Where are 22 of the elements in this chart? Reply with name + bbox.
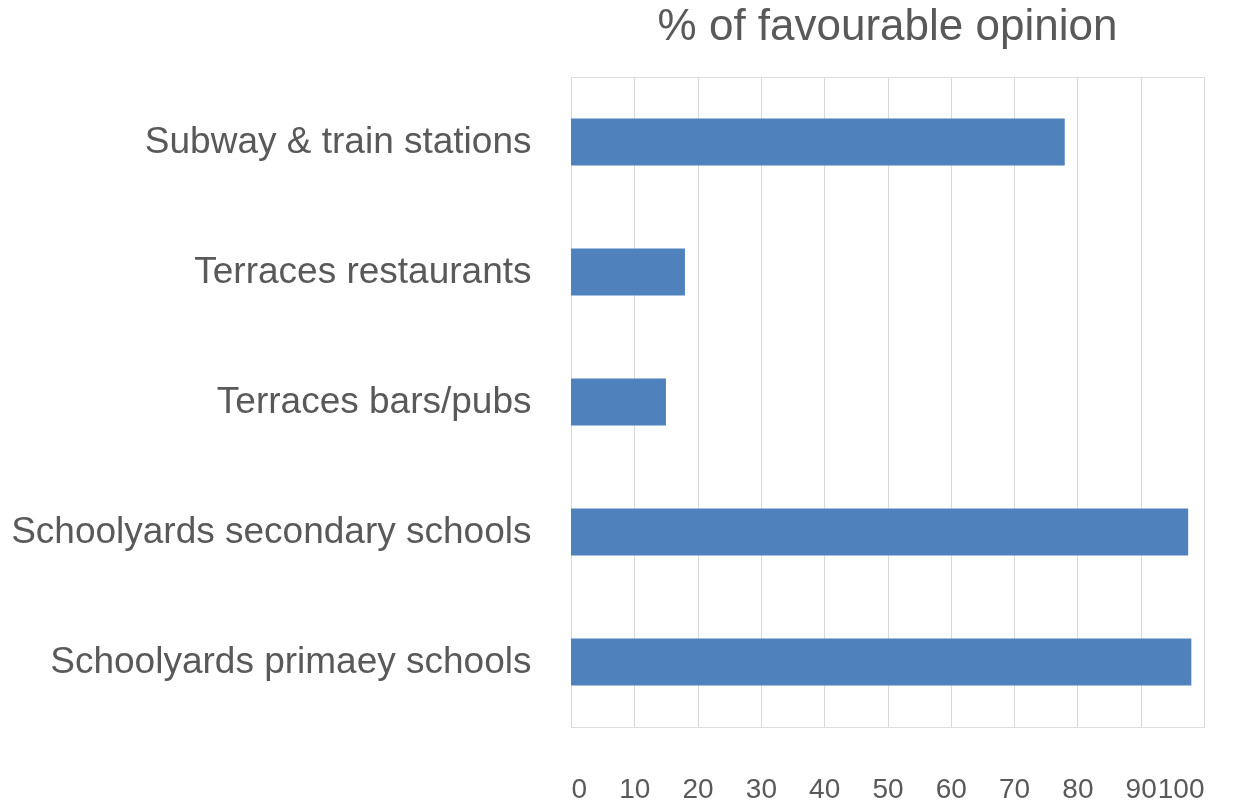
- bar: [571, 638, 1192, 686]
- y-tick-label: Terraces bars/pubs: [216, 380, 532, 421]
- x-tick-label: 0: [571, 772, 588, 804]
- x-tick-label: 30: [745, 772, 777, 804]
- x-tick-label: 80: [1062, 772, 1094, 804]
- chart-title: % of favourable opinion: [657, 0, 1118, 49]
- bar: [571, 378, 666, 426]
- bar: [571, 118, 1065, 166]
- bar: [571, 248, 685, 296]
- x-tick-label: 20: [682, 772, 714, 804]
- y-tick-label: Schoolyards secondary schools: [11, 510, 532, 551]
- x-tick-label: 100: [1157, 772, 1205, 804]
- x-tick-label: 90: [1125, 772, 1157, 804]
- x-tick-label: 50: [872, 772, 904, 804]
- x-tick-label: 40: [809, 772, 841, 804]
- x-tick-label: 70: [999, 772, 1031, 804]
- y-tick-label: Subway & train stations: [144, 120, 532, 161]
- x-tick-label: 60: [935, 772, 967, 804]
- bar: [571, 508, 1189, 556]
- x-tick-label: 10: [619, 772, 651, 804]
- y-tick-label: Terraces restaurants: [194, 250, 532, 291]
- y-tick-label: Schoolyards primaey schools: [50, 640, 532, 681]
